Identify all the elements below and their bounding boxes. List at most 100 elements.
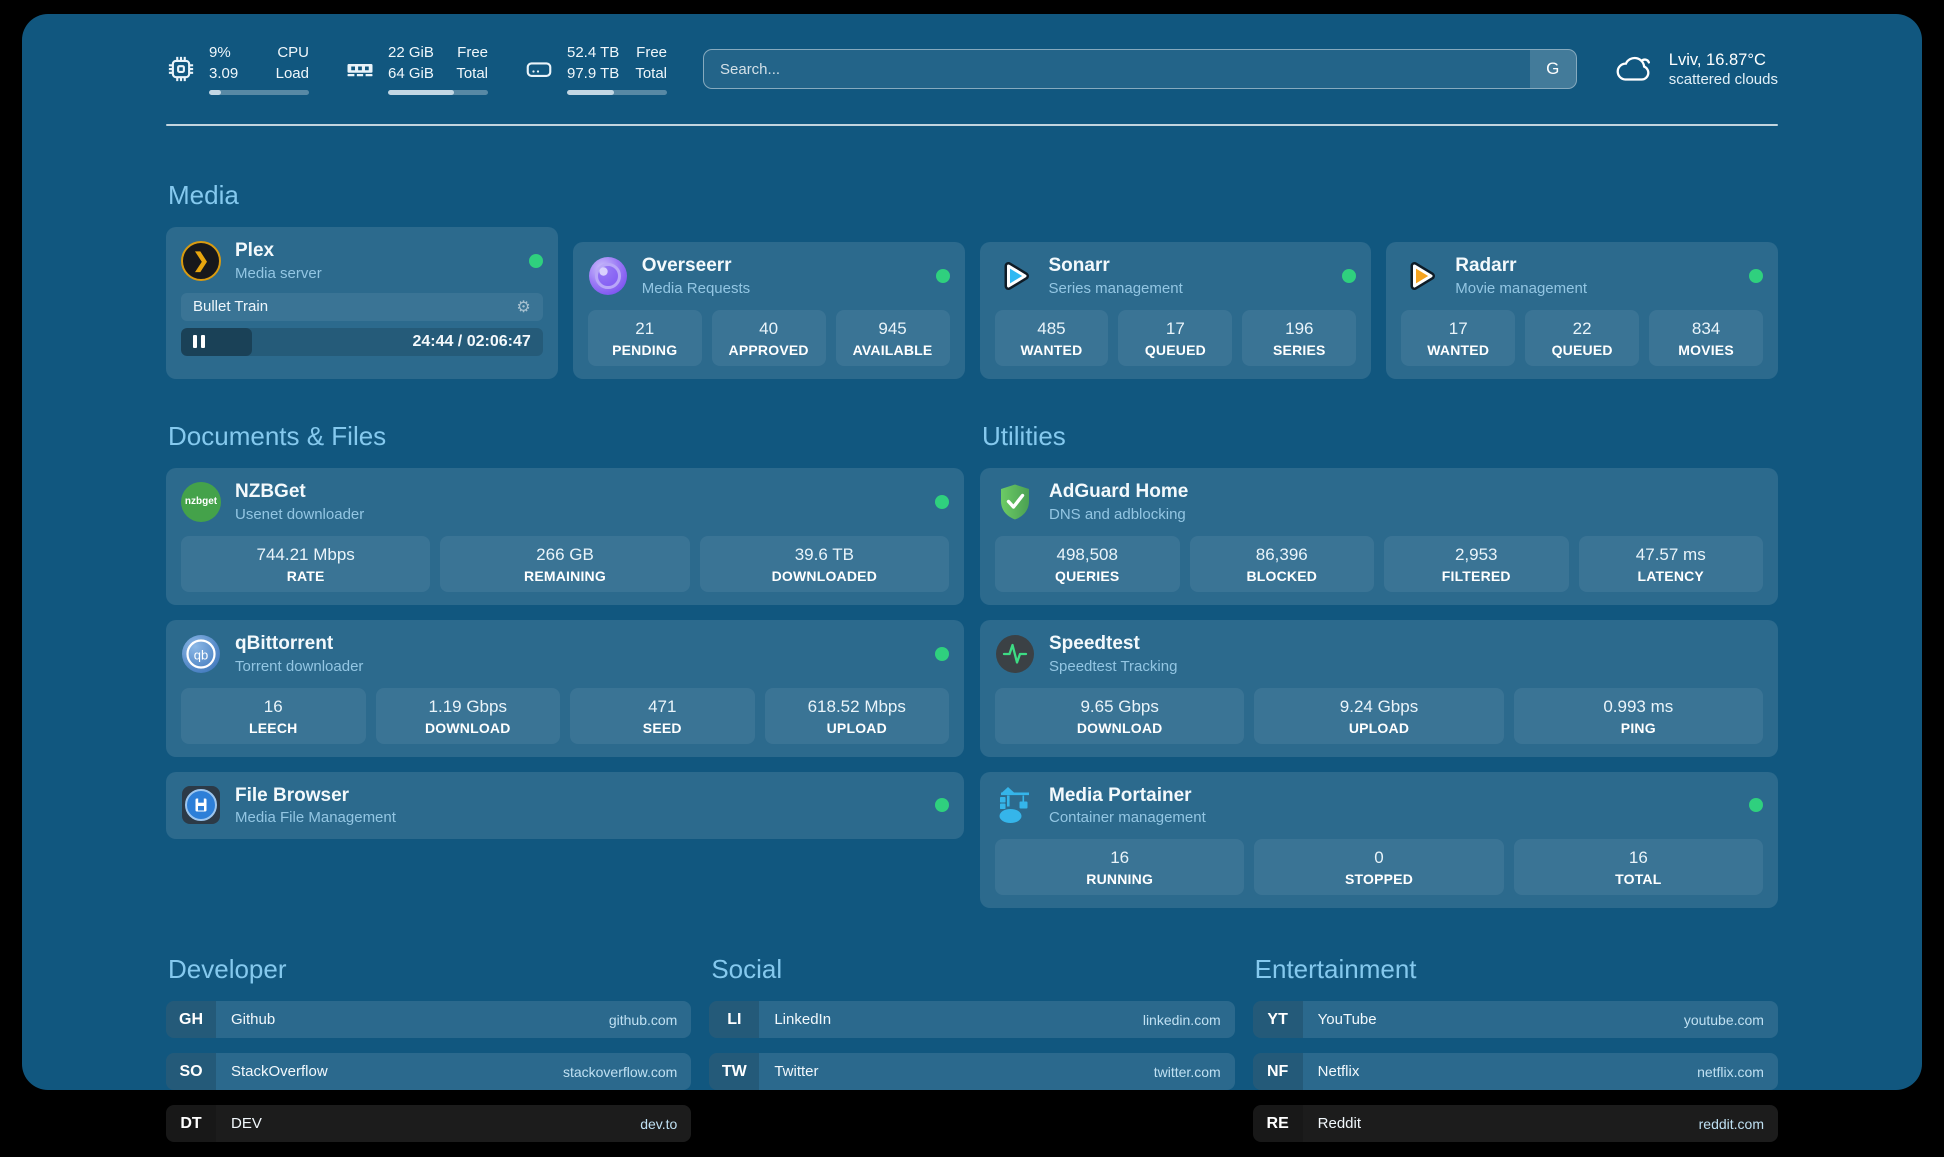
disk-free-value: 52.4 TB <box>567 44 620 62</box>
portainer-card[interactable]: Media Portainer Container management 16 R… <box>980 771 1778 909</box>
qbittorrent-icon: qb <box>181 634 221 674</box>
stat-downloaded: 39.6 TB DOWNLOADED <box>699 535 949 592</box>
cpu-widget: 9% CPU 3.09 Load <box>166 43 309 95</box>
plex-icon: ❯ <box>181 240 221 281</box>
speedtest-subtitle: Speedtest Tracking <box>1049 657 1178 675</box>
sonarr-card[interactable]: Sonarr Series management 485 WANTED 17 QUE… <box>979 242 1372 379</box>
now-playing-row: Bullet Train ⚙ <box>181 292 543 321</box>
memory-icon <box>347 64 373 77</box>
stat-leech: 16 LEECH <box>181 687 366 744</box>
social-section-title: Social <box>711 954 783 985</box>
bookmark-stackoverflow[interactable]: SO StackOverflow stackoverflow.com <box>166 1053 692 1091</box>
stat-blocked: 86,396 BLOCKED <box>1189 535 1374 592</box>
qbittorrent-subtitle: Torrent downloader <box>235 657 364 675</box>
bookmark-abbr: SO <box>166 1053 216 1091</box>
adguard-card[interactable]: AdGuard Home DNS and adblocking 498,508 Q… <box>980 467 1778 605</box>
status-dot <box>935 268 950 283</box>
stat-available: 945 AVAILABLE <box>835 309 950 366</box>
plex-subtitle: Media server <box>235 264 322 282</box>
stat-rate: 744.21 Mbps RATE <box>181 535 431 592</box>
overseerr-subtitle: Media Requests <box>641 279 751 297</box>
stat-remaining: 266 GB REMAINING <box>440 535 690 592</box>
stat-queries: 498,508 QUERIES <box>995 535 1180 592</box>
radarr-icon <box>1401 256 1441 296</box>
cpu-label: CPU <box>277 44 309 62</box>
bookmark-name: DEV <box>231 1115 262 1133</box>
utilities-column: Utilities AdGuard Home <box>980 421 1778 909</box>
bookmark-abbr: NF <box>1252 1053 1303 1091</box>
stat-running: 16 RUNNING <box>995 839 1245 896</box>
cpu-readout: 9% CPU 3.09 Load <box>209 43 309 95</box>
disk-widget: 52.4 TB Free 97.9 TB Total <box>524 43 667 95</box>
bookmark-name: StackOverflow <box>231 1063 328 1081</box>
status-dot <box>1749 798 1763 813</box>
cloud-icon <box>1616 56 1650 81</box>
weather-widget[interactable]: Lviv, 16.87°C scattered clouds <box>1613 50 1778 88</box>
search-provider-button[interactable]: G <box>1529 50 1576 88</box>
bookmark-netflix[interactable]: NF Netflix netflix.com <box>1252 1053 1778 1091</box>
qbittorrent-card[interactable]: qb qBittorrent Torrent downloader 16 LEEC… <box>166 619 964 757</box>
bookmark-name: LinkedIn <box>774 1011 832 1029</box>
utilities-section-title: Utilities <box>982 420 1066 451</box>
stat-seed: 471 SEED <box>570 687 755 744</box>
cpu-load-value: 3.09 <box>209 64 239 82</box>
documents-column: Documents & Files nzbget NZBGet Usenet d… <box>166 421 964 909</box>
status-dot <box>935 646 949 661</box>
bookmark-url: dev.to <box>640 1115 678 1132</box>
adguard-title: AdGuard Home <box>1049 480 1189 502</box>
cpu-progressbar <box>209 89 309 95</box>
disk-total-value: 97.9 TB <box>567 64 620 82</box>
search-bar[interactable]: G <box>703 49 1577 89</box>
disk-total-label: Total <box>635 64 667 82</box>
bookmark-url: github.com <box>608 1011 678 1028</box>
radarr-card[interactable]: Radarr Movie management 17 WANTED 22 QUEUE… <box>1386 242 1778 379</box>
sonarr-title: Sonarr <box>1048 255 1110 276</box>
stat-upload: 618.52 Mbps UPLOAD <box>764 687 949 744</box>
gear-icon[interactable]: ⚙ <box>516 298 531 316</box>
bookmark-linkedin[interactable]: LI LinkedIn linkedin.com <box>709 1001 1235 1039</box>
bookmark-github[interactable]: GH Github github.com <box>166 1001 692 1039</box>
bookmark-youtube[interactable]: YT YouTube youtube.com <box>1252 1001 1778 1039</box>
search-input[interactable] <box>704 50 1530 88</box>
stat-total: 16 TOTAL <box>1513 839 1763 896</box>
stat-ping: 0.993 ms PING <box>1513 687 1763 744</box>
stat-series: 196 SERIES <box>1242 309 1357 366</box>
plex-card[interactable]: ❯ Plex Media server Bullet Train ⚙ 24:44… <box>166 227 558 379</box>
status-dot <box>935 494 949 509</box>
overseerr-card[interactable]: Overseerr Media Requests 21 PENDING 40 APP… <box>572 242 965 379</box>
status-dot <box>1749 268 1763 283</box>
pause-icon[interactable] <box>193 335 205 349</box>
bookmark-abbr: LI <box>709 1001 760 1039</box>
bookmark-twitter[interactable]: TW Twitter twitter.com <box>709 1053 1235 1091</box>
bookmark-abbr: YT <box>1252 1001 1303 1039</box>
memory-free-label: Free <box>457 44 488 62</box>
bookmark-url: reddit.com <box>1698 1115 1764 1132</box>
bookmark-url: twitter.com <box>1153 1063 1221 1080</box>
speedtest-card[interactable]: Speedtest Speedtest Tracking 9.65 Gbps DO… <box>980 619 1778 757</box>
disk-free-label: Free <box>636 44 667 62</box>
sonarr-icon <box>995 256 1035 296</box>
filebrowser-card[interactable]: File Browser Media File Management <box>166 771 964 840</box>
bookmark-dev[interactable]: DT DEV dev.to <box>166 1105 692 1143</box>
radarr-title: Radarr <box>1455 255 1517 276</box>
bookmark-reddit[interactable]: RE Reddit reddit.com <box>1252 1105 1778 1143</box>
cpu-load-label: Load <box>275 64 309 82</box>
memory-total-value: 64 GiB <box>388 64 434 82</box>
adguard-subtitle: DNS and adblocking <box>1049 505 1186 523</box>
bookmark-abbr: DT <box>166 1105 216 1143</box>
qbittorrent-title: qBittorrent <box>235 632 334 654</box>
status-dot <box>528 253 543 268</box>
disk-progressbar <box>567 89 667 95</box>
disk-readout: 52.4 TB Free 97.9 TB Total <box>567 43 667 95</box>
bookmark-url: youtube.com <box>1683 1011 1764 1028</box>
status-dot <box>1342 268 1357 283</box>
dashboard-page: 9% CPU 3.09 Load 22 GiB Free 64 Gi <box>22 14 1922 1143</box>
playback-progress-fill <box>181 327 252 356</box>
bookmark-url: stackoverflow.com <box>562 1063 678 1080</box>
portainer-icon <box>995 785 1035 825</box>
nzbget-card[interactable]: nzbget NZBGet Usenet downloader 744.21 M… <box>166 467 964 605</box>
nzbget-title: NZBGet <box>235 480 306 502</box>
playback-progressbar[interactable]: 24:44 / 02:06:47 <box>181 327 543 356</box>
bookmark-url: netflix.com <box>1697 1063 1764 1080</box>
bookmark-name: Reddit <box>1317 1115 1362 1133</box>
